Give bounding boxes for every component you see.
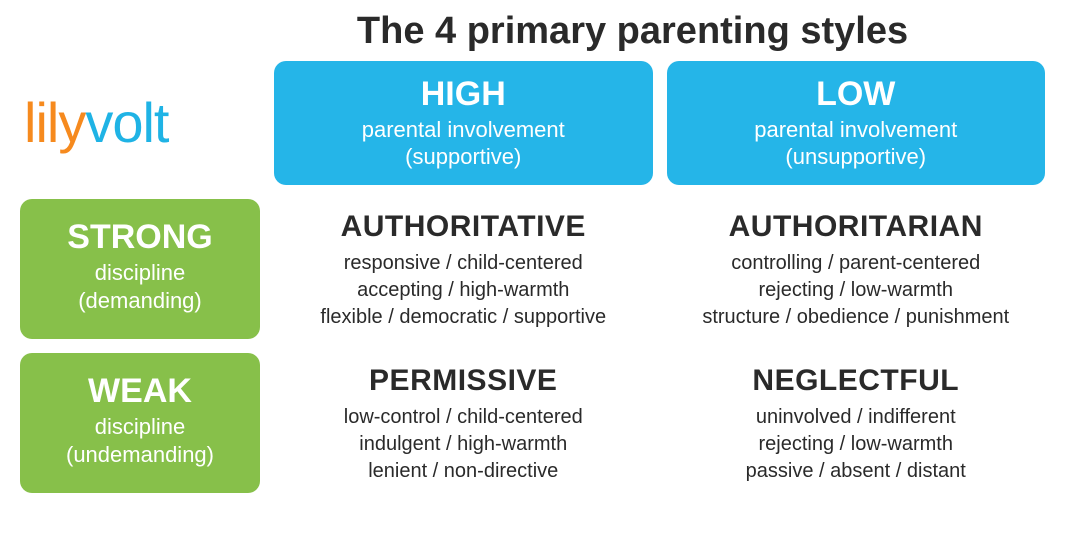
- trait-line: structure / obedience / punishment: [671, 304, 1042, 331]
- cell-neglectful-traits: uninvolved / indifferent rejecting / low…: [671, 404, 1042, 485]
- row-header-strong-level: STRONG: [28, 215, 252, 259]
- row-header-strong: STRONG discipline (demanding): [20, 199, 260, 339]
- trait-line: flexible / democratic / supportive: [278, 304, 649, 331]
- trait-line: responsive / child-centered: [278, 250, 649, 277]
- trait-line: uninvolved / indifferent: [671, 404, 1042, 431]
- col-header-high-line2: (supportive): [284, 143, 643, 171]
- trait-line: passive / absent / distant: [671, 458, 1042, 485]
- col-header-low-line2: (unsupportive): [677, 143, 1036, 171]
- cell-authoritative-name: AUTHORITATIVE: [278, 207, 649, 246]
- matrix-grid: lilyvolt HIGH parental involvement (supp…: [20, 61, 1045, 493]
- row-header-strong-line1: discipline: [28, 259, 252, 288]
- trait-line: indulgent / high-warmth: [278, 431, 649, 458]
- cell-neglectful-name: NEGLECTFUL: [671, 361, 1042, 400]
- col-header-low: LOW parental involvement (unsupportive): [667, 61, 1046, 185]
- cell-permissive-name: PERMISSIVE: [278, 361, 649, 400]
- row-header-weak-line2: (undemanding): [28, 441, 252, 470]
- brand-logo: lilyvolt: [24, 95, 168, 151]
- col-header-low-level: LOW: [677, 73, 1036, 116]
- col-header-high-line1: parental involvement: [284, 116, 643, 144]
- logo-part1: lily: [24, 91, 85, 154]
- trait-line: controlling / parent-centered: [671, 250, 1042, 277]
- cell-authoritarian-traits: controlling / parent-centered rejecting …: [671, 250, 1042, 331]
- cell-permissive-traits: low-control / child-centered indulgent /…: [278, 404, 649, 485]
- trait-line: accepting / high-warmth: [278, 277, 649, 304]
- col-header-high: HIGH parental involvement (supportive): [274, 61, 653, 185]
- cell-authoritative: AUTHORITATIVE responsive / child-centere…: [274, 199, 653, 339]
- row-header-weak-level: WEAK: [28, 369, 252, 413]
- cell-neglectful: NEGLECTFUL uninvolved / indifferent reje…: [667, 353, 1046, 493]
- trait-line: low-control / child-centered: [278, 404, 649, 431]
- logo-part2: volt: [85, 91, 168, 154]
- logo-cell: lilyvolt: [20, 61, 260, 185]
- cell-permissive: PERMISSIVE low-control / child-centered …: [274, 353, 653, 493]
- page-title: The 4 primary parenting styles: [20, 10, 1045, 53]
- col-header-high-level: HIGH: [284, 73, 643, 116]
- row-header-weak: WEAK discipline (undemanding): [20, 353, 260, 493]
- cell-authoritarian-name: AUTHORITARIAN: [671, 207, 1042, 246]
- trait-line: rejecting / low-warmth: [671, 431, 1042, 458]
- trait-line: lenient / non-directive: [278, 458, 649, 485]
- row-header-strong-line2: (demanding): [28, 287, 252, 316]
- cell-authoritative-traits: responsive / child-centered accepting / …: [278, 250, 649, 331]
- cell-authoritarian: AUTHORITARIAN controlling / parent-cente…: [667, 199, 1046, 339]
- row-header-weak-line1: discipline: [28, 413, 252, 442]
- col-header-low-line1: parental involvement: [677, 116, 1036, 144]
- trait-line: rejecting / low-warmth: [671, 277, 1042, 304]
